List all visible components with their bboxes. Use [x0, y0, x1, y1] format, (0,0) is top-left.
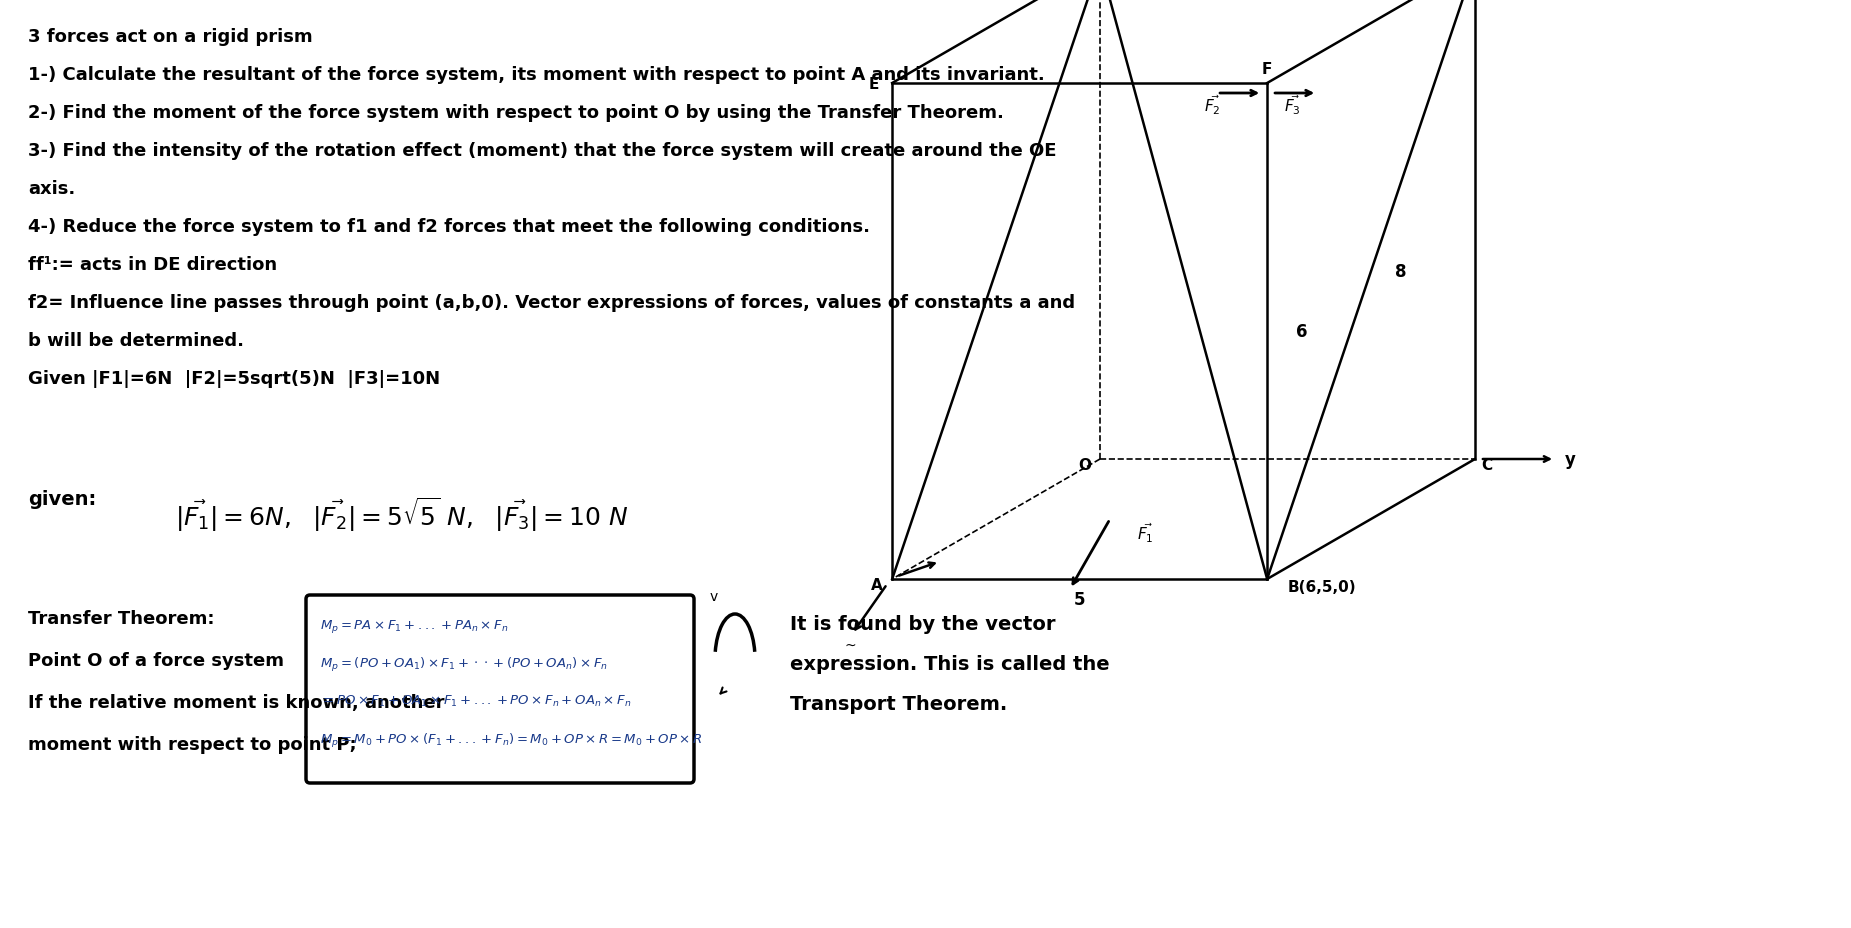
Text: O: O	[1079, 457, 1092, 472]
Text: 2-) Find the moment of the force system with respect to point O by using the Tra: 2-) Find the moment of the force system …	[28, 104, 1003, 122]
Text: b will be determined.: b will be determined.	[28, 331, 244, 350]
Text: C: C	[1481, 457, 1492, 472]
Text: Transfer Theorem:: Transfer Theorem:	[28, 610, 215, 627]
Text: $\vec{F_2}$: $\vec{F_2}$	[1203, 93, 1220, 117]
Text: $M_p = M_0+PO\times(F_1+...+F_n)=M_0+OP\times R=M_0+OP\times R$: $M_p = M_0+PO\times(F_1+...+F_n)=M_0+OP\…	[320, 731, 703, 749]
Text: 3 forces act on a rigid prism: 3 forces act on a rigid prism	[28, 28, 313, 46]
Text: Given |F1|=6N  |F2|=5sqrt(5)N  |F3|=10N: Given |F1|=6N |F2|=5sqrt(5)N |F3|=10N	[28, 369, 441, 388]
Text: E: E	[868, 76, 879, 91]
Text: $\vec{F_3}$: $\vec{F_3}$	[1285, 93, 1301, 117]
Text: expression. This is called the: expression. This is called the	[790, 654, 1109, 674]
Text: y: y	[1564, 450, 1575, 469]
FancyBboxPatch shape	[305, 596, 694, 783]
Text: Point O of a force system: Point O of a force system	[28, 651, 283, 669]
Text: moment with respect to point P;: moment with respect to point P;	[28, 735, 357, 754]
Text: Transport Theorem.: Transport Theorem.	[790, 694, 1007, 714]
Text: $= PO\times F_1 +OA_1\times F_1 +...+PO\times F_n+OA_n\times F_n$: $= PO\times F_1 +OA_1\times F_1 +...+PO\…	[320, 693, 631, 708]
Text: 5: 5	[1074, 590, 1085, 609]
Text: $|\vec{F_1}| = 6N,\ \ |\vec{F_2}| = 5\sqrt{5}\ N,\ \ |\vec{F_3}| = 10\ N$: $|\vec{F_1}| = 6N,\ \ |\vec{F_2}| = 5\sq…	[176, 495, 627, 533]
Text: 4-) Reduce the force system to f1 and f2 forces that meet the following conditio: 4-) Reduce the force system to f1 and f2…	[28, 218, 870, 236]
Text: axis.: axis.	[28, 180, 76, 198]
Text: 6: 6	[1296, 323, 1309, 341]
Text: ff¹:= acts in DE direction: ff¹:= acts in DE direction	[28, 256, 278, 274]
Text: It is found by the vector: It is found by the vector	[790, 614, 1055, 633]
Text: v: v	[711, 589, 718, 603]
Text: $M_p = (PO+OA_1)\times F_1 +\cdot\cdot+(PO+OA_n)\times F_n$: $M_p = (PO+OA_1)\times F_1 +\cdot\cdot+(…	[320, 655, 607, 674]
Text: 1-) Calculate the resultant of the force system, its moment with respect to poin: 1-) Calculate the resultant of the force…	[28, 66, 1044, 84]
Text: F: F	[1262, 61, 1272, 76]
Text: If the relative moment is known, another: If the relative moment is known, another	[28, 693, 444, 711]
Text: ~: ~	[844, 638, 855, 652]
Text: $\vec{F_1}$: $\vec{F_1}$	[1137, 521, 1153, 544]
Text: given:: given:	[28, 489, 96, 509]
Text: A: A	[872, 577, 883, 592]
Text: f2= Influence line passes through point (a,b,0). Vector expressions of forces, v: f2= Influence line passes through point …	[28, 293, 1075, 312]
Text: B(6,5,0): B(6,5,0)	[1288, 580, 1357, 595]
Text: 8: 8	[1396, 263, 1407, 280]
Text: $M_p = PA\times F_1 +...+ PA_n\times F_n$: $M_p = PA\times F_1 +...+ PA_n\times F_n…	[320, 617, 509, 635]
Text: 3-) Find the intensity of the rotation effect (moment) that the force system wil: 3-) Find the intensity of the rotation e…	[28, 142, 1057, 160]
